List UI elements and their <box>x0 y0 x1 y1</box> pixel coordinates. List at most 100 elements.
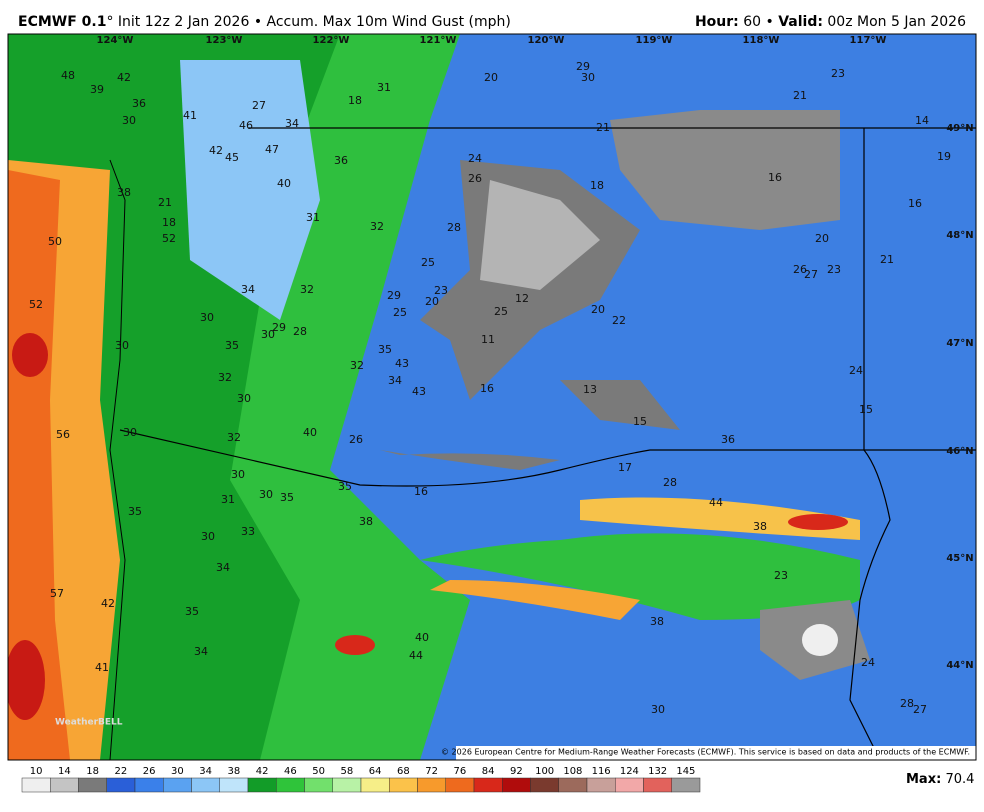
gust-label: 27 <box>252 99 266 112</box>
gust-label: 31 <box>377 81 391 94</box>
colorbar-swatch <box>332 777 362 793</box>
hour-label: Hour: <box>695 14 739 30</box>
gust-label: 28 <box>293 325 307 338</box>
colorbar-swatch <box>586 777 616 793</box>
calm-area <box>380 450 560 470</box>
hotspot <box>335 635 375 655</box>
longitude-label: 118°W <box>743 35 780 46</box>
colorbar-swatch <box>191 777 220 793</box>
colorbar-swatch <box>106 777 136 793</box>
gust-label: 17 <box>618 461 632 474</box>
gust-label: 27 <box>913 703 927 716</box>
gust-label: 52 <box>162 232 176 245</box>
gust-label: 40 <box>415 631 429 644</box>
gust-label: 45 <box>225 151 239 164</box>
latitude-label: 44°N <box>946 660 973 671</box>
calm-area <box>610 110 840 230</box>
wind-field <box>180 60 320 320</box>
colorbar-swatch <box>163 777 192 793</box>
gust-label: 35 <box>280 491 294 504</box>
max: Max: 70.4 <box>906 772 974 787</box>
gust-label: 50 <box>48 235 62 248</box>
latitude-label: 48°N <box>946 230 973 241</box>
wind-field <box>420 533 860 620</box>
gust-label: 47 <box>265 143 279 156</box>
gust-label: 29 <box>272 321 286 334</box>
colorbar-swatch <box>78 777 107 793</box>
gust-label: 25 <box>494 305 508 318</box>
gust-label: 20 <box>425 295 439 308</box>
gust-label: 28 <box>447 221 461 234</box>
colorbar-swatch <box>643 777 672 793</box>
gust-label: 21 <box>158 196 172 209</box>
gust-label: 30 <box>259 488 273 501</box>
map: WeatherBELL © 2026 European Centre for M… <box>7 33 977 761</box>
longitude-label: 123°W <box>206 35 243 46</box>
gust-label: 24 <box>468 152 482 165</box>
watermark: WeatherBELL <box>55 718 123 728</box>
gust-label: 38 <box>359 515 373 528</box>
gust-label: 31 <box>306 211 320 224</box>
gust-label: 30 <box>201 530 215 543</box>
colorbar-label: 50 <box>312 766 325 777</box>
gust-label: 34 <box>194 645 208 658</box>
gust-label: 16 <box>768 171 782 184</box>
gust-label: 12 <box>515 292 529 305</box>
gust-label: 48 <box>61 69 75 82</box>
colorbar-label: 46 <box>284 766 297 777</box>
colorbar-label: 72 <box>425 766 438 777</box>
gust-label: 35 <box>185 605 199 618</box>
gust-label: 43 <box>412 385 426 398</box>
colorbar-label: 42 <box>256 766 269 777</box>
coastal-gusts <box>8 170 70 760</box>
gust-label: 26 <box>468 172 482 185</box>
gust-label: 35 <box>338 480 352 493</box>
colorbar-label: 108 <box>563 766 582 777</box>
gust-label: 41 <box>95 661 109 674</box>
longitude-label: 122°W <box>313 35 350 46</box>
gust-label: 22 <box>612 314 626 327</box>
gust-label: 30 <box>581 71 595 84</box>
colorbar-label: 84 <box>482 766 495 777</box>
colorbar-label: 64 <box>369 766 382 777</box>
colorbar-swatch <box>473 777 503 793</box>
calm-area <box>560 380 680 430</box>
longitude-label: 117°W <box>850 35 887 46</box>
gust-label: 30 <box>123 426 137 439</box>
hour: 60 <box>743 14 761 30</box>
gust-label: 26 <box>793 263 807 276</box>
colorbar-label: 14 <box>58 766 71 777</box>
calm-area <box>480 180 600 290</box>
header-left: ECMWF 0.1° Init 12z 2 Jan 2026 • Accum. … <box>18 14 511 30</box>
colorbar-swatch <box>530 777 559 793</box>
gust-label: 39 <box>90 83 104 96</box>
colorbar-label: 145 <box>676 766 695 777</box>
colorbar-swatch <box>304 777 333 793</box>
longitude-label: 119°W <box>636 35 673 46</box>
gust-label: 28 <box>663 476 677 489</box>
gust-label: 32 <box>218 371 232 384</box>
gust-label: 34 <box>241 283 255 296</box>
gust-label: 57 <box>50 587 64 600</box>
hotspot <box>8 640 45 720</box>
gust-label: 15 <box>633 415 647 428</box>
gust-label: 11 <box>481 333 495 346</box>
gust-label: 13 <box>583 383 597 396</box>
state-border <box>119 429 891 760</box>
latitude-label: 45°N <box>946 553 973 564</box>
gust-label: 43 <box>395 357 409 370</box>
wind-field <box>430 580 640 620</box>
gust-label: 35 <box>128 505 142 518</box>
gust-label: 26 <box>349 433 363 446</box>
gust-label: 33 <box>241 525 255 538</box>
max-label: Max: <box>906 772 941 787</box>
gust-label: 38 <box>650 615 664 628</box>
gust-label: 34 <box>388 374 402 387</box>
gust-label: 20 <box>484 71 498 84</box>
colorbar-swatch <box>50 777 79 793</box>
colorbar-swatch <box>247 777 277 793</box>
gust-label: 40 <box>303 426 317 439</box>
gust-label: 18 <box>162 216 176 229</box>
gust-label: 19 <box>937 150 951 163</box>
colorbar-swatch <box>445 777 475 793</box>
